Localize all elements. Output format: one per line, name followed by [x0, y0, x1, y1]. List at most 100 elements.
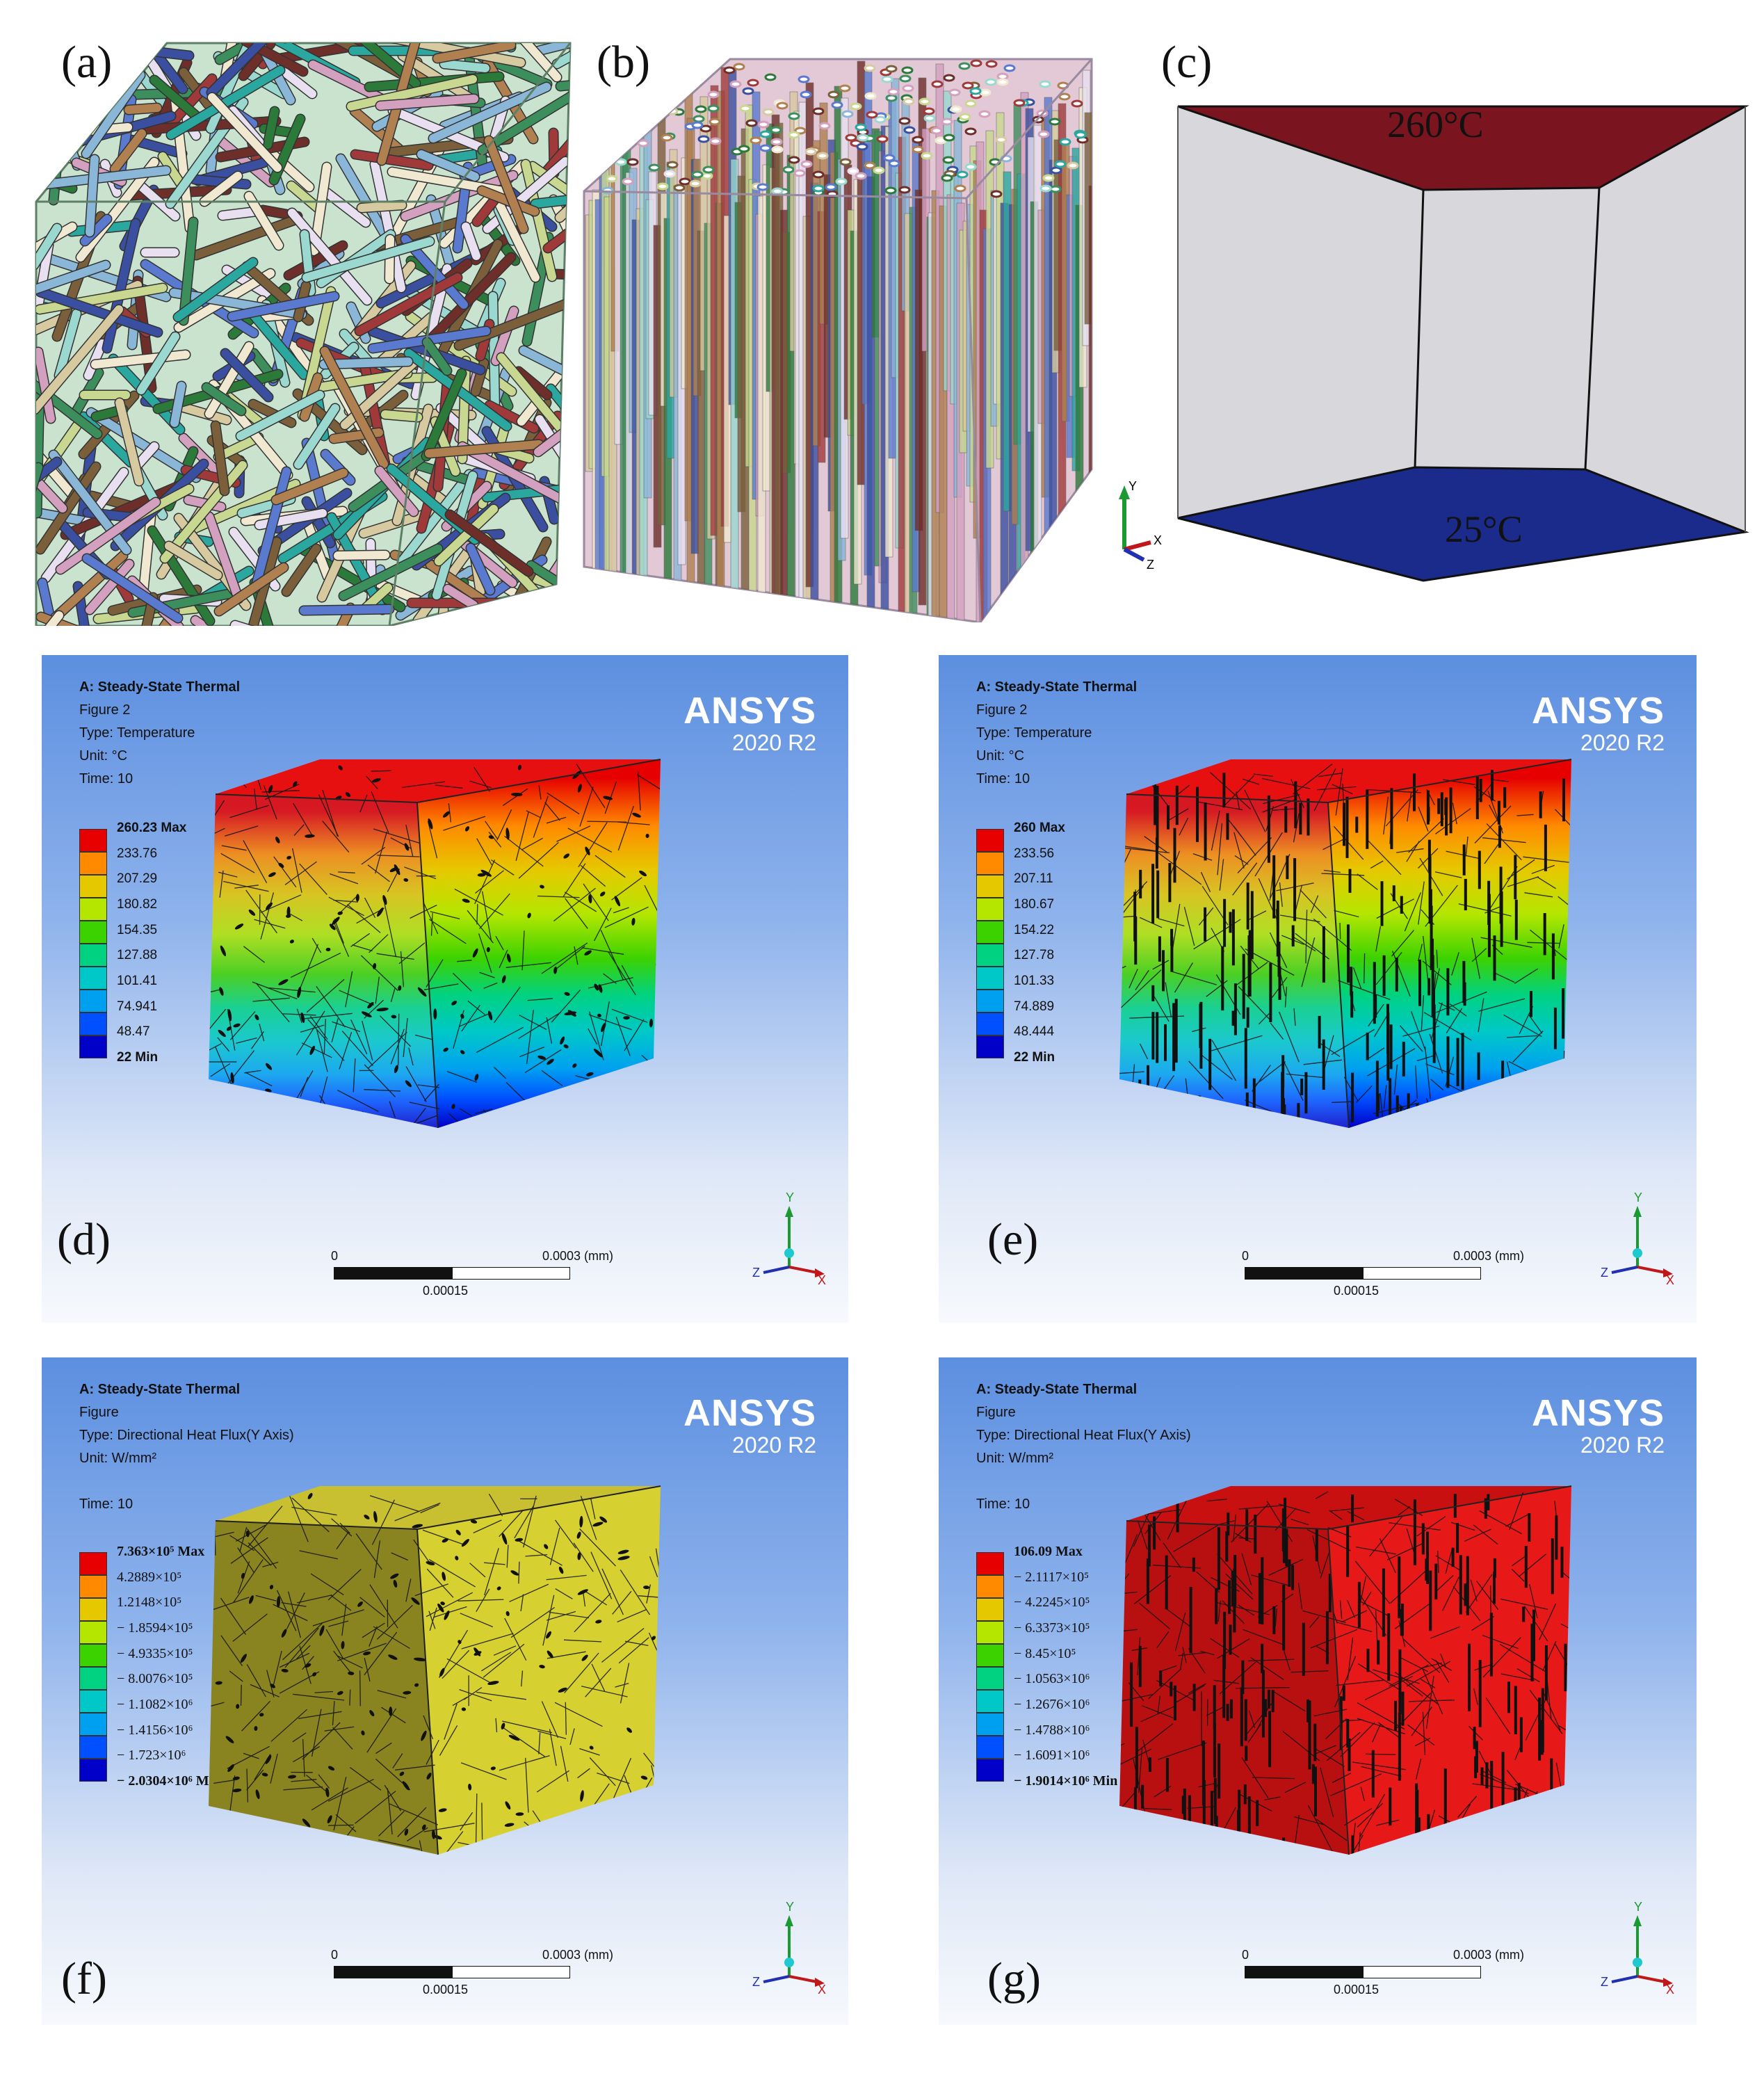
legend-value: 260.23 Max — [117, 821, 187, 835]
header-line: Time: 10 — [79, 1497, 133, 1512]
ansys-version: 2020 R2 — [1580, 1433, 1665, 1458]
legend-swatch — [79, 944, 107, 967]
legend-value: − 8.0076×10⁵ — [117, 1671, 193, 1687]
legend-swatch — [79, 1552, 107, 1575]
legend-value: 22 Min — [1014, 1050, 1055, 1065]
panel-f-label: (f) — [61, 1953, 107, 2004]
legend-value: − 1.6091×10⁶ — [1014, 1748, 1090, 1764]
panel-a-label: (a) — [61, 37, 113, 88]
legend-value: 74.941 — [117, 999, 158, 1014]
legend-value: 48.47 — [117, 1024, 150, 1040]
scale-mid: 0.00015 — [423, 1284, 469, 1298]
mesh-cube-d — [209, 759, 661, 1129]
scale-bar: 0 0.0003 (mm) 0.00015 — [1242, 1948, 1524, 1997]
axis-triad-icon: Y Z X — [752, 1191, 826, 1287]
legend-swatch — [79, 1690, 107, 1713]
legend-value: 180.82 — [117, 897, 158, 912]
header-line: Time: 10 — [79, 771, 133, 787]
legend-value: 127.78 — [1014, 948, 1055, 963]
header-line: Type: Temperature — [79, 725, 195, 741]
scale-mid: 0.00015 — [1334, 1284, 1379, 1298]
legend-value: 101.33 — [1014, 974, 1055, 988]
header-line: A: Steady-State Thermal — [79, 679, 241, 695]
bottom-temperature-label: 25°C — [1445, 508, 1523, 550]
legend-swatch — [79, 990, 107, 1013]
header-line: Unit: W/mm² — [976, 1451, 1054, 1466]
legend-value: − 1.4788×10⁶ — [1014, 1722, 1090, 1738]
legend-swatch — [79, 1644, 107, 1667]
axis-y-label: Y — [786, 1900, 794, 1914]
legend-value: − 1.0563×10⁶ — [1014, 1671, 1090, 1687]
scale-zero: 0 — [1242, 1948, 1249, 1962]
legend-swatch — [976, 875, 1004, 898]
legend-value: − 2.1117×10⁵ — [1014, 1569, 1090, 1585]
mesh-cube-f — [209, 1485, 661, 1855]
scale-bar: 0 0.0003 (mm) 0.00015 — [331, 1249, 613, 1298]
ansys-panel-f: A: Steady-State Thermal Figure Type: Direc… — [42, 1357, 848, 2025]
legend-swatch — [79, 875, 107, 898]
header-line: Unit: W/mm² — [79, 1451, 157, 1466]
axis-triad-icon: Y Z X — [1601, 1900, 1674, 1997]
header-line: Figure 2 — [79, 702, 131, 718]
panel-b-label: (b) — [597, 37, 650, 88]
legend-value: − 2.0304×10⁶ Min — [117, 1773, 221, 1789]
legend-value: − 6.3373×10⁵ — [1014, 1620, 1090, 1636]
legend-swatch — [79, 1621, 107, 1644]
header-line: Figure — [976, 1405, 1016, 1420]
ansys-version: 2020 R2 — [732, 1433, 816, 1458]
legend-value: 154.35 — [117, 922, 158, 937]
random-fiber-cube-image — [35, 42, 572, 626]
axis-z-label: Z — [752, 1975, 760, 1989]
axis-y-label: Y — [786, 1191, 794, 1204]
legend-value: − 1.2676×10⁶ — [1014, 1697, 1090, 1712]
legend-value: − 1.9014×10⁶ Min — [1014, 1773, 1118, 1789]
scale-mid: 0.00015 — [1334, 1983, 1379, 1997]
panel-d-label: (d) — [57, 1214, 111, 1265]
axis-y-label: Y — [1634, 1191, 1642, 1204]
ansys-brand: ANSYS — [683, 1392, 816, 1434]
legend-value: 207.11 — [1014, 871, 1053, 887]
scale-end: 0.0003 (mm) — [1453, 1249, 1525, 1263]
ansys-panel-e: A: Steady-State Thermal Figure 2 Type: Tem… — [939, 655, 1697, 1323]
legend-swatch — [976, 898, 1004, 921]
legend-swatch — [79, 1667, 107, 1690]
axis-x-label: X — [1666, 1273, 1674, 1287]
header-line: Unit: °C — [79, 748, 128, 764]
legend-value: − 1.4156×10⁶ — [117, 1722, 193, 1738]
ansys-brand: ANSYS — [1531, 1392, 1665, 1434]
ansys-brand: ANSYS — [683, 690, 816, 732]
legend-swatch — [79, 829, 107, 852]
axis-x-label: X — [818, 1273, 826, 1287]
axis-z-label: Z — [1601, 1266, 1608, 1280]
result-header: A: Steady-State Thermal Figure Type: Direc… — [976, 1378, 1191, 1516]
scale-mid: 0.00015 — [423, 1983, 469, 1997]
legend-value: 127.88 — [117, 948, 158, 963]
axis-triad-icon: Y Z X — [752, 1900, 826, 1997]
ansys-panel-d: A: Steady-State Thermal Figure 2 Type: Tem… — [42, 655, 848, 1323]
legend-swatch — [976, 1013, 1004, 1035]
header-line: Unit: °C — [976, 748, 1025, 764]
header-line: A: Steady-State Thermal — [79, 1382, 241, 1397]
legend-value: 233.56 — [1014, 846, 1055, 861]
legend-value: 180.67 — [1014, 897, 1055, 912]
header-line: Type: Temperature — [976, 725, 1092, 741]
legend-value: − 8.45×10⁵ — [1014, 1645, 1076, 1661]
legend-swatch — [976, 1598, 1004, 1621]
axis-y-label: Y — [1128, 479, 1137, 493]
scale-bar: 0 0.0003 (mm) 0.00015 — [1242, 1249, 1524, 1298]
ansys-brand: ANSYS — [1531, 690, 1665, 732]
ansys-logo: ANSYS 2020 R2 — [683, 691, 816, 755]
mesh-cube-g — [1119, 1485, 1572, 1855]
legend-swatch — [79, 898, 107, 921]
aligned-fiber-cube-image — [583, 58, 1093, 622]
legend-swatch — [976, 829, 1004, 852]
legend-swatch — [79, 967, 107, 990]
legend-swatch — [79, 1035, 107, 1058]
axis-y-label: Y — [1634, 1900, 1642, 1914]
axis-x-label: X — [1154, 533, 1162, 547]
scale-end: 0.0003 (mm) — [542, 1249, 614, 1263]
header-line: Figure 2 — [976, 702, 1028, 718]
legend-swatch — [976, 990, 1004, 1013]
header-line: A: Steady-State Thermal — [976, 1382, 1138, 1397]
legend-value: 101.41 — [117, 974, 158, 988]
